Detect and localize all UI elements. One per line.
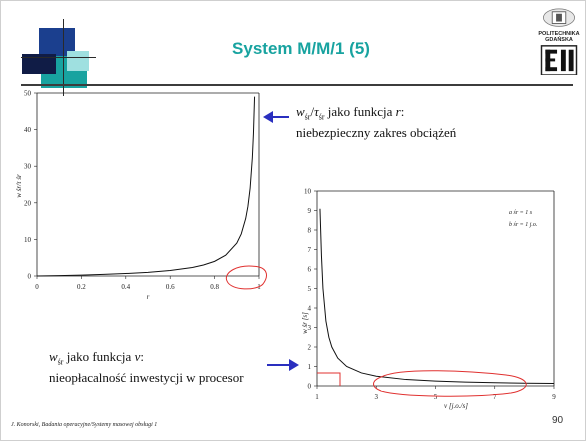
annotation-bottom: wśr jako funkcja v: nieopłacalność inwes… <box>49 349 244 385</box>
chart2-ytick-label: 1 <box>308 363 312 371</box>
chart2-ytick-label: 2 <box>308 344 312 352</box>
chart2-xtick-label: 1 <box>315 393 319 401</box>
slide-title: System M/M/1 (5) <box>232 39 370 58</box>
chart1-ytick-label: 30 <box>24 163 32 171</box>
deco-square-dark <box>22 54 56 74</box>
arrow-top <box>263 111 289 123</box>
chart1-ylabel: w śr/τ śr <box>15 174 23 198</box>
chart2-ylabel: w śr [s] <box>301 312 309 334</box>
chart2-xtick-label: 7 <box>493 393 497 401</box>
annotation-bottom-line2: nieopłacalność inwestycji w procesor <box>49 369 244 385</box>
chart2-xtick-label: 3 <box>375 393 379 401</box>
chart1-curve <box>36 96 256 277</box>
chart1-xtick-label: 0.2 <box>77 283 86 291</box>
footer: J. Konorski, Badania operacyjne/Systemy … <box>11 422 158 428</box>
logo-text: POLITECHNIKA GDAŃSKA <box>538 31 580 43</box>
chart1-ytick-label: 10 <box>24 236 32 244</box>
deco-hline <box>21 57 96 58</box>
chart1-xtick-label: 0 <box>35 283 39 291</box>
chart1-xtick-label: 0.4 <box>121 283 130 291</box>
chart1-ytick-label: 40 <box>24 126 32 134</box>
chart1-ytick-label: 20 <box>24 199 32 207</box>
chart2-red-box <box>317 372 341 386</box>
annotation-top-line1: wśr/τśr jako funkcja r: <box>296 104 405 122</box>
chart2-inset-label-1: a śr = 1 s <box>509 210 533 216</box>
chart2-ytick-label: 6 <box>308 266 312 274</box>
chart2-ytick-label: 9 <box>308 207 312 215</box>
chart2-ytick-label: 0 <box>308 383 312 391</box>
chart2-ytick-label: 3 <box>308 324 312 332</box>
chart2-ytick-label: 8 <box>308 227 312 235</box>
chart2-xtick-label: 9 <box>552 393 556 401</box>
chart1-xtick-label: 0.8 <box>210 283 219 291</box>
chart2-curve <box>319 208 555 385</box>
chart2-inset-label-2: b śr = 1 j.o. <box>509 222 537 228</box>
page-number: 90 <box>552 415 564 426</box>
chart1-ytick-label: 50 <box>24 90 32 98</box>
chart2-red-ellipse <box>373 370 527 397</box>
chart1-xtick-label: 0.6 <box>166 283 175 291</box>
annotation-top-line2: niebezpieczny zakres obciążeń <box>296 124 457 140</box>
chart1-xlabel: r <box>147 293 150 301</box>
university-logo <box>540 8 578 75</box>
chart1-red-marker <box>225 265 267 290</box>
annotation-top: wśr/τśr jako funkcja r: niebezpieczny za… <box>296 104 456 140</box>
arrow-bottom <box>267 359 299 371</box>
chart1-ytick-label: 0 <box>28 273 32 281</box>
chart2-ytick-label: 4 <box>308 305 312 313</box>
chart2-ytick-label: 7 <box>308 246 312 254</box>
chart2-ytick-label: 5 <box>308 285 312 293</box>
chart2-ytick-label: 10 <box>304 188 312 196</box>
deco-square-light <box>67 51 89 71</box>
annotation-bottom-line1: wśr jako funkcja v: <box>49 349 144 367</box>
chart2-xtick-label: 5 <box>434 393 438 401</box>
title-rule <box>21 84 573 86</box>
chart2-xlabel: v [j.o./s] <box>444 402 468 410</box>
